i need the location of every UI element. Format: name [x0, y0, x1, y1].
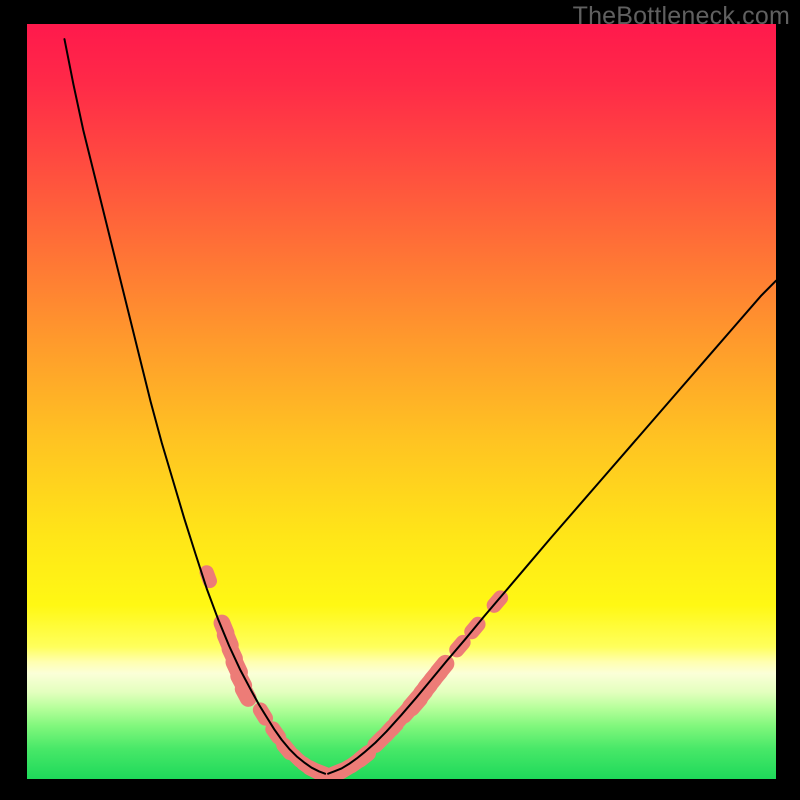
plot-area: [27, 24, 776, 779]
chart-svg: [27, 24, 776, 779]
marker-bead: [243, 689, 248, 699]
gradient-background: [27, 24, 776, 779]
marker-bead: [207, 572, 210, 581]
chart-frame: TheBottleneck.com: [0, 0, 800, 800]
